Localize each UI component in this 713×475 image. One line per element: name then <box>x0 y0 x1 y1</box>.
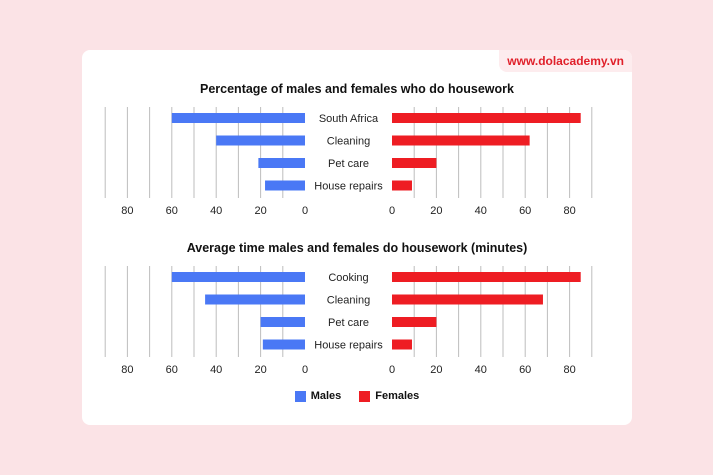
bar-males <box>205 294 305 305</box>
tick-label: 20 <box>254 205 266 217</box>
category-label: Cooking <box>328 272 368 284</box>
category-label: House repairs <box>314 181 383 193</box>
tick-label: 0 <box>389 205 395 217</box>
bar-males <box>260 317 305 327</box>
category-label: Cleaning <box>327 295 370 307</box>
bar-females <box>392 135 530 146</box>
tick-label: 0 <box>302 364 308 376</box>
category-label: Pet care <box>328 158 369 170</box>
tick-label: 40 <box>475 364 487 376</box>
tick-label: 60 <box>166 205 178 217</box>
watermark: www.dolacademy.vn <box>499 50 632 72</box>
bar-females <box>392 113 581 123</box>
females-swatch <box>359 390 371 402</box>
legend-females-label: Females <box>375 390 420 402</box>
bar-males <box>262 339 305 350</box>
bar-males <box>171 113 305 123</box>
chart-2: 80 60 40 20 0 0 20 40 60 80 Cooking Cleaning Pet car… <box>104 266 593 376</box>
tick-label: 0 <box>302 205 308 217</box>
tick-label: 40 <box>210 364 222 376</box>
category-label: South Africa <box>319 113 379 125</box>
chart-1-title: Percentage of males and females who do h… <box>200 82 514 96</box>
legend-item-males: Males <box>294 390 342 402</box>
tick-label: 80 <box>563 364 575 376</box>
tick-label: 40 <box>475 205 487 217</box>
legend-item-females: Females <box>359 390 419 402</box>
bar-females <box>392 317 437 327</box>
tick-label: 80 <box>563 205 575 217</box>
category-label: Pet care <box>328 317 369 329</box>
tick-label: 80 <box>121 205 133 217</box>
bar-males <box>265 180 305 191</box>
bar-females <box>392 272 581 282</box>
chart-card: www.dolacademy.vn Percentage of males an… <box>82 50 632 425</box>
chart-1: 80 60 40 20 0 0 20 40 60 80 South Africa Cleaning Pe… <box>104 107 593 217</box>
category-label: Cleaning <box>327 136 370 148</box>
bar-males <box>171 272 305 282</box>
tick-label: 20 <box>254 364 266 376</box>
males-swatch <box>294 390 306 402</box>
bar-males <box>258 158 305 168</box>
bar-females <box>392 158 437 168</box>
bar-males <box>216 135 305 146</box>
bar-females <box>392 294 543 305</box>
bar-females <box>392 339 412 350</box>
tick-label: 60 <box>519 364 531 376</box>
tick-label: 80 <box>121 364 133 376</box>
tick-label: 20 <box>430 205 442 217</box>
bar-females <box>392 180 412 191</box>
legend-males-label: Males <box>310 390 342 402</box>
legend: Males Females <box>82 390 632 402</box>
tick-label: 60 <box>519 205 531 217</box>
tick-label: 40 <box>210 205 222 217</box>
chart-2-title: Average time males and females do housew… <box>186 241 528 255</box>
tick-label: 20 <box>430 364 442 376</box>
tick-label: 60 <box>166 364 178 376</box>
tick-label: 0 <box>389 364 395 376</box>
category-label: House repairs <box>314 340 383 352</box>
